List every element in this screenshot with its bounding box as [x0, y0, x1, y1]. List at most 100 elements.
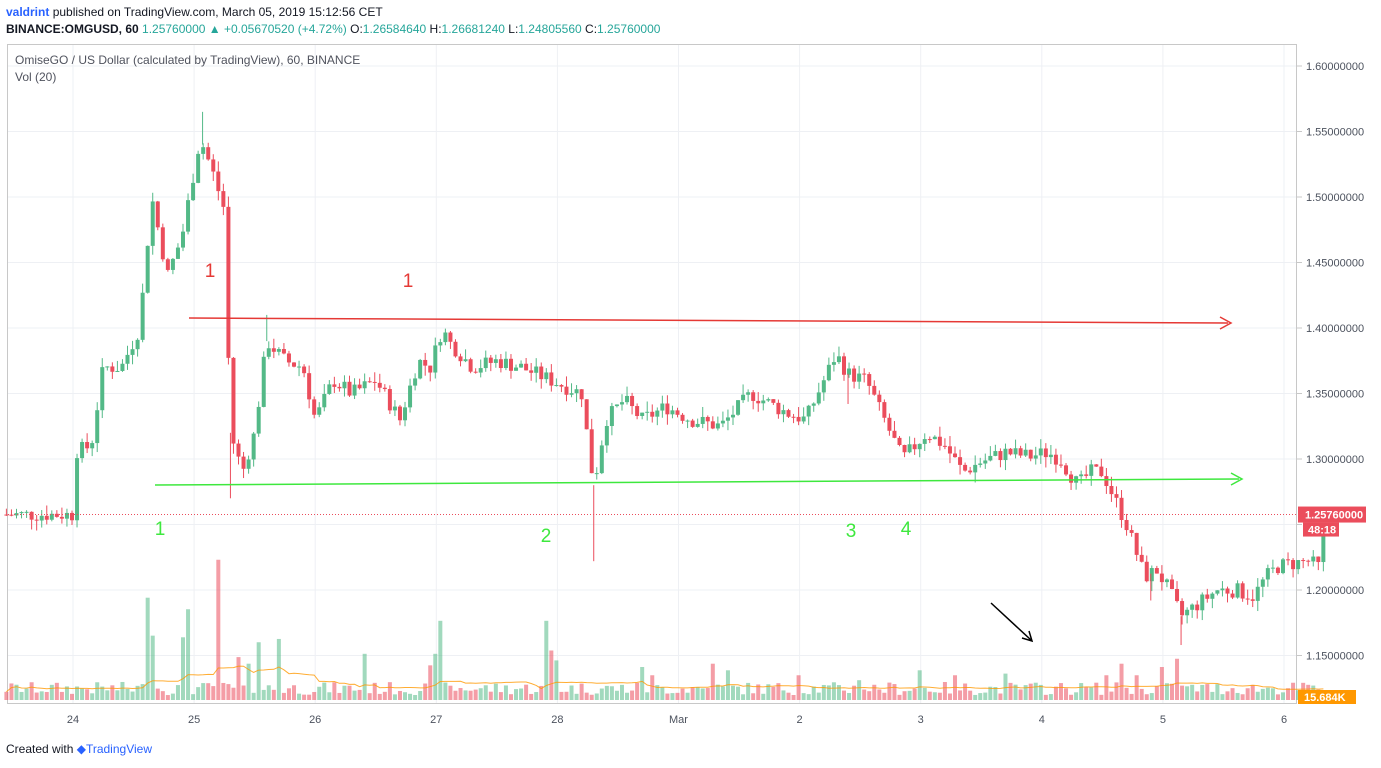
candle-body — [1099, 466, 1104, 477]
volume-bar — [690, 687, 695, 700]
volume-bar — [922, 687, 927, 700]
candle-body — [307, 373, 312, 400]
volume-bar — [286, 688, 291, 700]
author-link[interactable]: valdrint — [6, 5, 50, 19]
candle-body — [640, 412, 645, 417]
volume-bar — [1154, 686, 1159, 700]
candle-body — [29, 511, 34, 520]
candle-body — [746, 392, 751, 395]
series-legend: OmiseGO / US Dollar (calculated by Tradi… — [15, 53, 361, 67]
candle-body — [1033, 455, 1038, 459]
candle-body — [34, 519, 39, 521]
volume-bar — [665, 693, 670, 700]
candle-body — [1058, 464, 1063, 466]
volume-bar — [221, 682, 226, 700]
volume-bar — [1119, 663, 1124, 700]
candle-body — [867, 374, 872, 386]
chart-frame — [7, 44, 1297, 704]
x-tick-label: 4 — [1039, 714, 1045, 726]
candle-body — [1154, 568, 1159, 574]
candle-body — [140, 292, 145, 340]
candle-body — [1134, 532, 1139, 555]
volume-bar — [1275, 694, 1280, 700]
candle-body — [170, 258, 175, 270]
volume-bar — [1043, 694, 1048, 700]
candle-body — [1114, 494, 1119, 498]
candle-body — [201, 147, 206, 154]
volume-bar — [1003, 673, 1008, 700]
volume-bar — [75, 686, 80, 700]
volume-bar — [736, 686, 741, 700]
volume-bar — [650, 675, 655, 700]
brand-link[interactable]: TradingView — [85, 742, 152, 756]
volume-bar — [786, 692, 791, 700]
volume-bar — [34, 692, 39, 700]
volume-bar — [1038, 684, 1043, 700]
candle-body — [857, 373, 862, 382]
candle-body — [968, 470, 973, 473]
high-label: H: — [429, 22, 442, 36]
candle-body — [352, 384, 357, 396]
volume-bar — [226, 684, 231, 700]
candle-body — [231, 357, 236, 444]
candle-body — [741, 394, 746, 401]
volume-bar — [1129, 693, 1134, 700]
candle-body — [589, 429, 594, 474]
volume-bar — [720, 686, 725, 700]
volume-bar — [312, 691, 317, 700]
publish-header: valdrint published on TradingView.com, M… — [6, 5, 383, 19]
volume-bar — [1089, 687, 1094, 700]
candle-body — [1306, 560, 1311, 562]
candle-body — [751, 392, 756, 401]
candle-body — [44, 515, 49, 520]
volume-bar — [392, 694, 397, 700]
volume-bar — [342, 685, 347, 700]
volume-bar — [483, 685, 488, 700]
tradingview-logo-icon[interactable]: ◆ — [76, 742, 86, 756]
volume-bar — [746, 682, 751, 700]
x-tick-label: 27 — [430, 714, 442, 726]
candle-body — [39, 515, 44, 521]
candle-body — [619, 402, 624, 405]
volume-bar — [180, 637, 185, 700]
candle-body — [695, 423, 700, 427]
candle-body — [372, 381, 377, 383]
close-label: C: — [585, 22, 598, 36]
candle-body — [392, 406, 397, 411]
candle-body — [670, 410, 675, 415]
volume-bar — [1079, 683, 1084, 700]
candle-body — [998, 451, 1003, 461]
volume-bar — [584, 692, 589, 700]
volume-bar — [1124, 687, 1129, 700]
volume-bar — [438, 620, 443, 700]
candle-body — [448, 332, 453, 342]
volume-bar — [932, 692, 937, 700]
volume-bar — [95, 682, 100, 700]
y-tick-label: 1.35000000 — [1306, 389, 1364, 401]
candle-body — [100, 367, 105, 411]
candle-body — [756, 400, 761, 404]
volume-bar — [463, 690, 468, 700]
volume-bar — [796, 675, 801, 700]
candle-body — [438, 342, 443, 346]
volume-bar — [514, 689, 519, 700]
volume-bar — [468, 690, 473, 700]
volume-bar — [1265, 687, 1270, 700]
downtrend-arrowhead — [1021, 630, 1034, 643]
volume-bar — [831, 682, 836, 700]
candle-body — [186, 200, 191, 232]
open-value: 1.26584640 — [362, 22, 427, 36]
high-value: 1.26681240 — [441, 22, 505, 36]
x-tick-label: 3 — [918, 714, 924, 726]
candle-body — [216, 171, 221, 192]
volume-bar — [367, 693, 372, 700]
volume-bar — [917, 670, 922, 700]
volume-bar — [685, 692, 690, 700]
volume-bar — [4, 691, 9, 700]
volume-bar — [357, 689, 362, 700]
volume-bar — [872, 684, 877, 700]
volume-bar — [867, 691, 872, 700]
low-label: L: — [508, 22, 519, 36]
candle-body — [1296, 560, 1301, 570]
